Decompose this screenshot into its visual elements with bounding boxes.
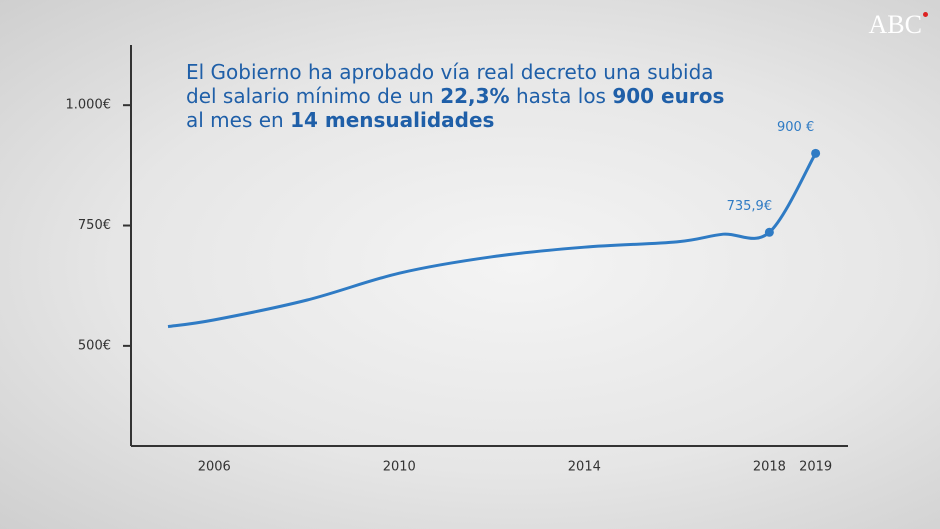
- logo: ABC: [868, 10, 922, 39]
- point: [764, 227, 774, 237]
- line: [167, 152, 817, 329]
- title-line: del salario mínimo de un 22,3% hasta los…: [186, 84, 724, 108]
- title-line: El Gobierno ha aprobado vía real decreto…: [186, 60, 724, 84]
- title-text: 22,3%: [440, 84, 510, 108]
- data-label: 735,9€: [727, 199, 773, 214]
- title-text: 900 euros: [612, 84, 725, 108]
- x-tick-label: 2006: [198, 460, 231, 475]
- title-line: al mes en 14 mensualidades: [186, 108, 724, 132]
- y-tick-label: 1.000€: [66, 98, 112, 113]
- x-tick-label: 2018: [753, 460, 786, 475]
- title-text: El Gobierno ha aprobado vía real decreto…: [186, 60, 714, 84]
- x-tick-label: 2019: [799, 460, 832, 475]
- title-text: al mes en: [186, 108, 291, 132]
- logo-dot: [923, 12, 928, 17]
- x-tick-label: 2014: [568, 460, 601, 475]
- y-tick-label: 750€: [78, 218, 111, 233]
- data-label: 900 €: [777, 120, 814, 135]
- chart-title: El Gobierno ha aprobado vía real decreto…: [186, 60, 724, 132]
- title-text: del salario mínimo de un: [186, 84, 441, 108]
- point: [811, 148, 821, 158]
- x-tick-label: 2010: [383, 460, 416, 475]
- y-tick-label: 500€: [78, 338, 111, 353]
- title-text: hasta los: [509, 84, 613, 108]
- title-text: 14 mensualidades: [290, 108, 495, 132]
